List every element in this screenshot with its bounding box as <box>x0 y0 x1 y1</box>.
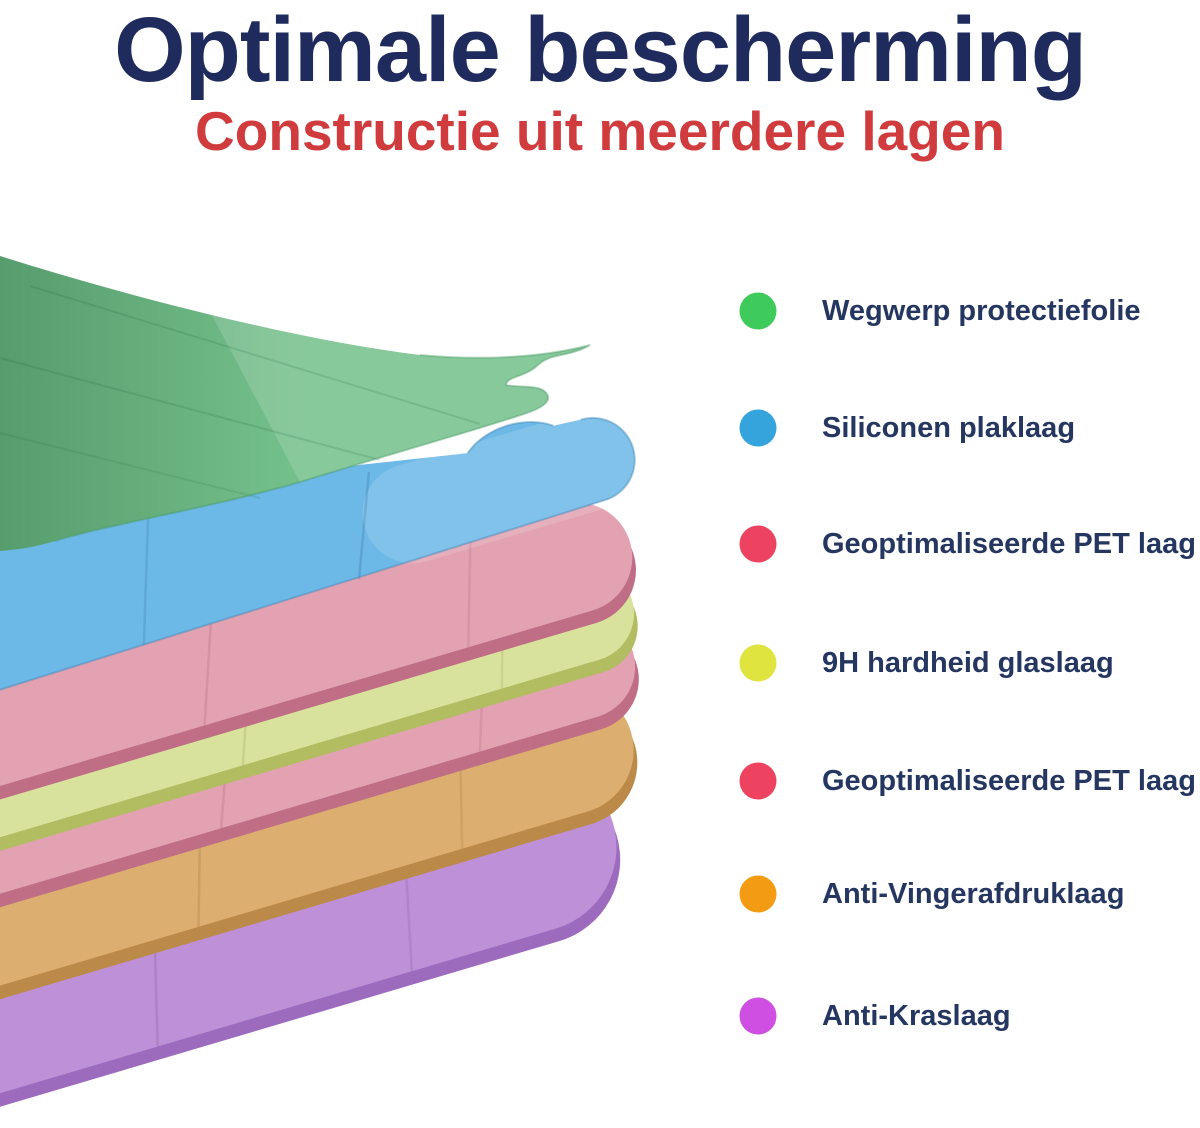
legend-item-siliconen-plaklaag: Siliconen plaklaag <box>739 408 1075 448</box>
yellow-dot-icon <box>739 644 777 682</box>
stack-layer-pet-1 <box>0 502 636 1020</box>
green-dot-icon <box>739 292 777 330</box>
red-dot-icon <box>739 525 777 563</box>
legend-label: Geoptimaliseerde PET laag <box>822 764 1196 797</box>
page-title: Optimale bescherming <box>114 0 1087 101</box>
stack-layer-siliconen-plaklaag <box>0 256 660 890</box>
page-subtitle: Constructie uit meerdere lagen <box>195 100 1005 162</box>
legend-item-anti-vingerafdruklaag: Anti-Vingerafdruklaag <box>739 874 1124 914</box>
magenta-dot-icon <box>739 997 777 1035</box>
legend-item-wegwerp-protectiefolie: Wegwerp protectiefolie <box>739 291 1141 331</box>
legend-label: Anti-Vingerafdruklaag <box>822 877 1125 910</box>
legend-label: Anti-Kraslaag <box>822 999 1011 1032</box>
stack-layer-wegwerp-protectiefolie <box>0 256 591 551</box>
legend-label: Geoptimaliseerde PET laag <box>822 527 1196 560</box>
legend-item-anti-kraslaag: Anti-Kraslaag <box>739 996 1011 1036</box>
orange-dot-icon <box>739 875 777 913</box>
legend-label: Wegwerp protectiefolie <box>822 294 1141 327</box>
red-dot-icon <box>739 762 777 800</box>
legend-item-geoptimaliseerde-pet-laag-1: Geoptimaliseerde PET laag <box>739 524 1196 564</box>
layer-stack-illustration <box>0 256 660 1128</box>
legend-item-9h-hardheid-glaslaag: 9H hardheid glaslaag <box>739 643 1114 683</box>
blue-dot-icon <box>739 409 777 447</box>
header: Optimale bescherming Constructie uit mee… <box>0 0 1200 159</box>
legend-item-geoptimaliseerde-pet-laag-2: Geoptimaliseerde PET laag <box>739 761 1196 801</box>
legend-label: 9H hardheid glaslaag <box>822 646 1114 679</box>
legend-label: Siliconen plaklaag <box>822 411 1076 444</box>
